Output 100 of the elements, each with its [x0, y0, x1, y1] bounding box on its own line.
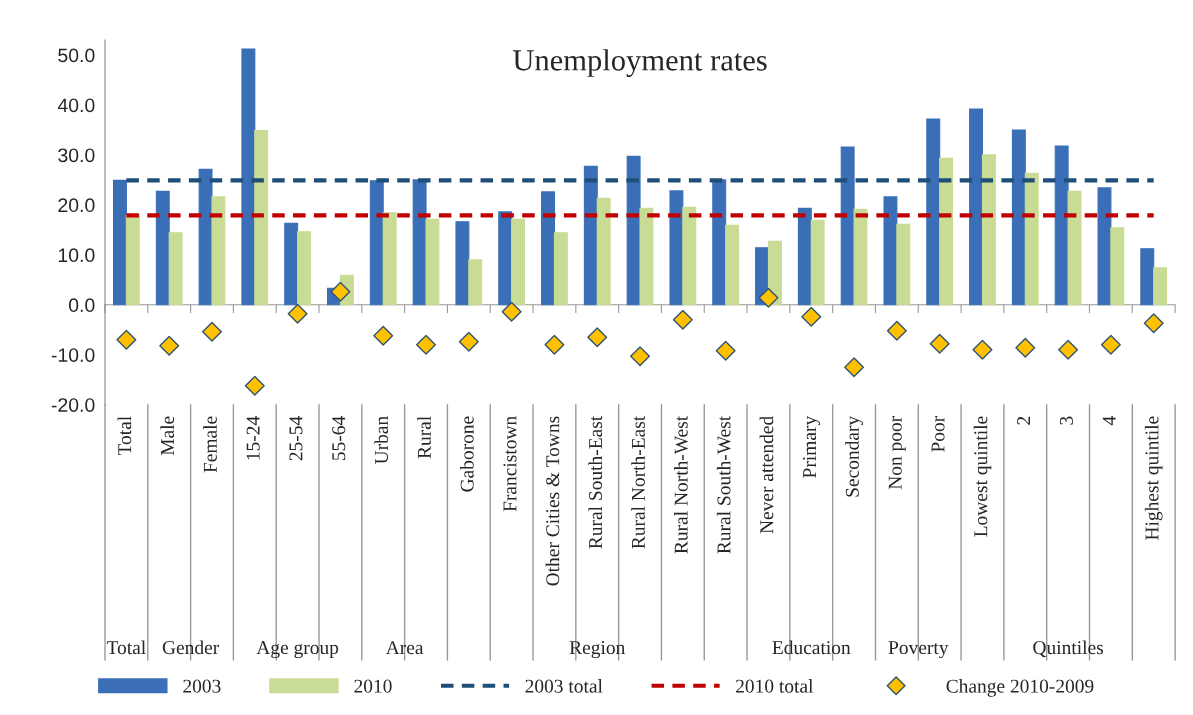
bar	[981, 154, 996, 306]
x-tick-label: Other Cities & Towns	[545, 416, 560, 586]
bar	[583, 165, 598, 306]
point	[758, 287, 779, 308]
x-tick-label: Rural	[417, 416, 431, 459]
text: Gender	[162, 640, 220, 655]
point	[1100, 334, 1121, 355]
point	[929, 333, 950, 354]
bar	[840, 146, 855, 306]
x-tick-label: 4	[1102, 416, 1116, 426]
bar	[284, 222, 299, 306]
bar	[553, 232, 568, 306]
point	[159, 335, 180, 356]
bar	[382, 212, 397, 306]
text: Region	[569, 641, 626, 659]
point	[886, 320, 907, 341]
point	[630, 346, 651, 367]
legend-label: Change 2010-2009	[946, 679, 1094, 697]
bar	[468, 259, 483, 306]
point	[373, 325, 394, 346]
text: Education	[772, 640, 851, 655]
y-tick-label: 50.0	[58, 48, 95, 63]
bar	[1011, 129, 1026, 306]
text: Age group	[256, 641, 339, 659]
bar	[369, 180, 384, 306]
chart-title: Unemployment rates	[512, 49, 767, 77]
bar	[498, 211, 513, 306]
y-tick-label: 10.0	[58, 248, 95, 263]
text: Quintiles	[1033, 640, 1104, 658]
y-tick-label: 0.0	[68, 298, 95, 313]
point	[244, 375, 265, 396]
legend-label: 2010	[354, 679, 392, 693]
legend-label: 2003	[183, 679, 221, 693]
bar	[1140, 248, 1155, 306]
bar	[1110, 227, 1125, 306]
bar	[297, 231, 312, 306]
bar	[797, 207, 812, 306]
bar	[254, 129, 269, 306]
point	[330, 281, 351, 302]
x-tick-label: Total	[117, 416, 132, 456]
x-tick-label: Urban	[374, 416, 389, 464]
point	[801, 306, 822, 327]
y-tick-label: -10.0	[51, 348, 95, 362]
point	[416, 334, 437, 355]
bar	[725, 224, 740, 306]
bar	[1024, 172, 1039, 306]
bar	[939, 157, 954, 306]
point	[1015, 337, 1036, 358]
bar	[241, 48, 256, 306]
bar	[926, 118, 941, 306]
text: Total	[106, 640, 146, 655]
x-tick-label: Rural North-East	[631, 415, 645, 549]
bar	[896, 223, 911, 306]
x-tick-label: Secondary	[845, 415, 863, 497]
point	[201, 321, 223, 342]
bar	[511, 218, 526, 306]
point	[844, 357, 865, 378]
x-tick-label: 3	[1059, 416, 1073, 425]
bar	[1067, 190, 1082, 306]
x-tick-label: Lowest quintile	[973, 416, 992, 537]
x-tick-label: 25-54	[289, 416, 303, 461]
point	[544, 334, 565, 355]
y-tick-label: 20.0	[58, 198, 95, 213]
x-tick-label: 15-24	[246, 416, 260, 460]
bar	[168, 232, 183, 306]
y-tick-label: 30.0	[58, 148, 95, 163]
legend-label: 2010 total	[736, 679, 814, 693]
x-tick-label: Rural North-West	[674, 415, 688, 554]
x-tick-label: Never attended	[759, 416, 774, 534]
bar	[425, 218, 440, 306]
x-tick-label: 2	[1017, 416, 1030, 425]
text: Area	[385, 641, 424, 655]
point	[458, 331, 479, 352]
bar	[211, 196, 226, 306]
x-tick-label: Non poor	[888, 415, 906, 490]
x-tick-label: Male	[160, 416, 175, 456]
x-tick-label: Poor	[931, 415, 945, 452]
point	[287, 303, 308, 324]
bar	[810, 219, 825, 306]
bar	[125, 214, 140, 306]
point	[116, 329, 137, 350]
point	[715, 340, 736, 361]
bar	[596, 197, 611, 306]
x-tick-label: Gaborone	[460, 416, 474, 492]
bar	[883, 196, 898, 306]
point	[587, 327, 608, 348]
x-tick-label: Rural South-East	[588, 415, 603, 549]
x-tick-label: Rural South-West	[716, 415, 731, 554]
x-tick-label: 55-64	[332, 416, 346, 461]
bar	[853, 208, 868, 306]
point	[972, 339, 993, 360]
x-tick-label: Highest quintile	[1144, 416, 1163, 540]
bar	[682, 206, 697, 306]
y-tick-label: -20.0	[51, 398, 95, 412]
point	[1058, 339, 1079, 360]
x-tick-label: Primary	[803, 415, 821, 478]
y-tick-label: 40.0	[57, 98, 95, 113]
point	[672, 309, 693, 330]
point	[1143, 313, 1164, 334]
text: Poverty	[888, 641, 949, 659]
